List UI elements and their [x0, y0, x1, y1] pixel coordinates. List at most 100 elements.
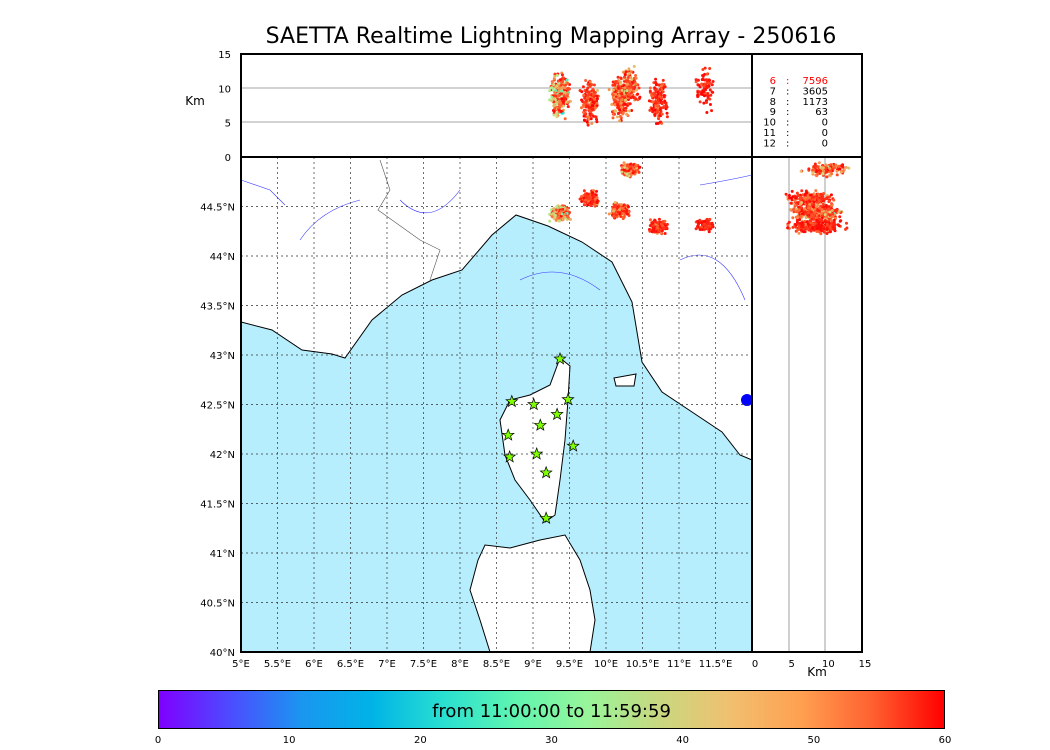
lightning-point-side [796, 193, 800, 197]
lat-tick-label: 41°N [210, 549, 235, 560]
lightning-point-side [822, 227, 826, 231]
lightning-point-altitude [556, 86, 560, 90]
lightning-point [623, 163, 627, 167]
figure-title: SAETTA Realtime Lightning Mapping Array … [265, 24, 837, 49]
lightning-point-altitude [705, 110, 709, 114]
lightning-point-side [819, 169, 823, 173]
lightning-point [613, 201, 617, 205]
lightning-point-altitude [566, 105, 570, 109]
lightning-point [592, 194, 596, 198]
lat-tick-label: 43°N [210, 351, 235, 362]
lightning-point-altitude [552, 77, 556, 81]
lightning-point-altitude [660, 82, 664, 86]
lightning-point-altitude [613, 103, 617, 107]
lightning-point-side [838, 167, 842, 171]
lightning-point-altitude [595, 94, 599, 98]
stats-station-count: 7 [770, 86, 776, 97]
station-star-icon [550, 407, 564, 421]
lightning-point-side [807, 167, 811, 171]
lightning-point-altitude [650, 94, 654, 98]
lightning-point-altitude [633, 85, 637, 89]
colorbar-tick-label: 30 [545, 735, 558, 746]
lightning-point-side [800, 201, 804, 205]
lightning-point [622, 161, 626, 165]
lightning-point-altitude [706, 96, 710, 100]
lightning-point-side [793, 203, 797, 207]
lightning-point-altitude [631, 95, 635, 99]
lightning-point-altitude [611, 116, 615, 120]
lightning-point [664, 225, 668, 229]
lightning-point [625, 163, 629, 167]
lightning-point-side [825, 227, 829, 231]
lightning-point [711, 225, 715, 229]
lightning-point-altitude [549, 86, 553, 90]
lightning-point-altitude [550, 80, 554, 84]
lightning-point-side [832, 227, 836, 231]
lon-tick-label: 7.5°E [410, 659, 437, 670]
station-star-icon [539, 511, 553, 525]
lightning-point-altitude [616, 105, 620, 109]
lightning-point-altitude [635, 88, 639, 92]
station-star-icon [539, 465, 553, 479]
lightning-point-altitude [560, 89, 564, 93]
lightning-point-altitude [708, 67, 712, 71]
station-star-icon [553, 352, 567, 365]
lightning-point-altitude [554, 112, 558, 116]
lightning-point [661, 220, 665, 224]
lightning-point [637, 170, 641, 174]
lightning-point [703, 226, 707, 230]
lightning-point-altitude [557, 94, 561, 98]
lightning-point [634, 164, 638, 168]
lightning-point [595, 196, 599, 200]
lightning-point-altitude [618, 80, 622, 84]
lightning-point-altitude [700, 91, 704, 95]
lightning-point-altitude [703, 82, 707, 86]
station-star-icon [527, 397, 541, 411]
lightning-point-altitude [616, 86, 620, 90]
lightning-point-altitude [581, 103, 585, 107]
lightning-point-side [787, 220, 791, 224]
lightning-point-altitude [620, 92, 624, 96]
lightning-point-altitude [607, 88, 611, 92]
lightning-point-side [803, 207, 807, 211]
lightning-point-side [784, 192, 788, 196]
stats-source-count: 3605 [803, 86, 828, 97]
lightning-point [587, 196, 591, 200]
lightning-point-altitude [565, 78, 569, 82]
lightning-point-altitude [658, 107, 662, 111]
lightning-point-altitude [560, 86, 564, 90]
colorbar-tick-label: 20 [414, 735, 427, 746]
lightning-point-side [831, 212, 835, 216]
lightning-point-altitude [629, 88, 633, 92]
lightning-point-altitude [552, 83, 556, 87]
lightning-point-altitude [619, 101, 623, 105]
lightning-point-altitude [611, 112, 615, 116]
lightning-point [552, 207, 556, 211]
lightning-point-altitude [595, 101, 599, 105]
lightning-point-altitude [698, 100, 702, 104]
lightning-point [582, 189, 586, 193]
lightning-point-side [812, 164, 816, 168]
lightning-point-side [825, 222, 829, 226]
plot-area: 5°E 5.5°E 6°E 6.5°E 7°E 7.5°E 8°E 8.5°E 9°E 9.5°E… [185, 50, 871, 679]
lightning-point [607, 212, 611, 216]
lat-tick-label: 41.5°N [200, 500, 235, 511]
lightning-point-altitude [620, 105, 624, 109]
lightning-point-altitude [705, 100, 709, 104]
lightning-point-altitude [579, 106, 583, 110]
lightning-point [663, 231, 667, 235]
lightning-point-side [815, 169, 819, 173]
lightning-point-altitude [553, 98, 557, 102]
lightning-point-altitude [632, 64, 636, 68]
lightning-point [648, 224, 652, 228]
lat-tick-label: 42°N [210, 450, 235, 461]
colorbar-tick-label: 10 [283, 735, 296, 746]
lightning-point-altitude [634, 73, 638, 77]
lightning-point-side [814, 189, 818, 193]
lightning-point-side [825, 170, 829, 174]
lightning-point-side [806, 222, 810, 226]
lightning-point [584, 198, 588, 202]
lightning-point-altitude [654, 81, 658, 85]
lightning-point-altitude [625, 82, 629, 86]
lightning-point-altitude [587, 90, 591, 94]
